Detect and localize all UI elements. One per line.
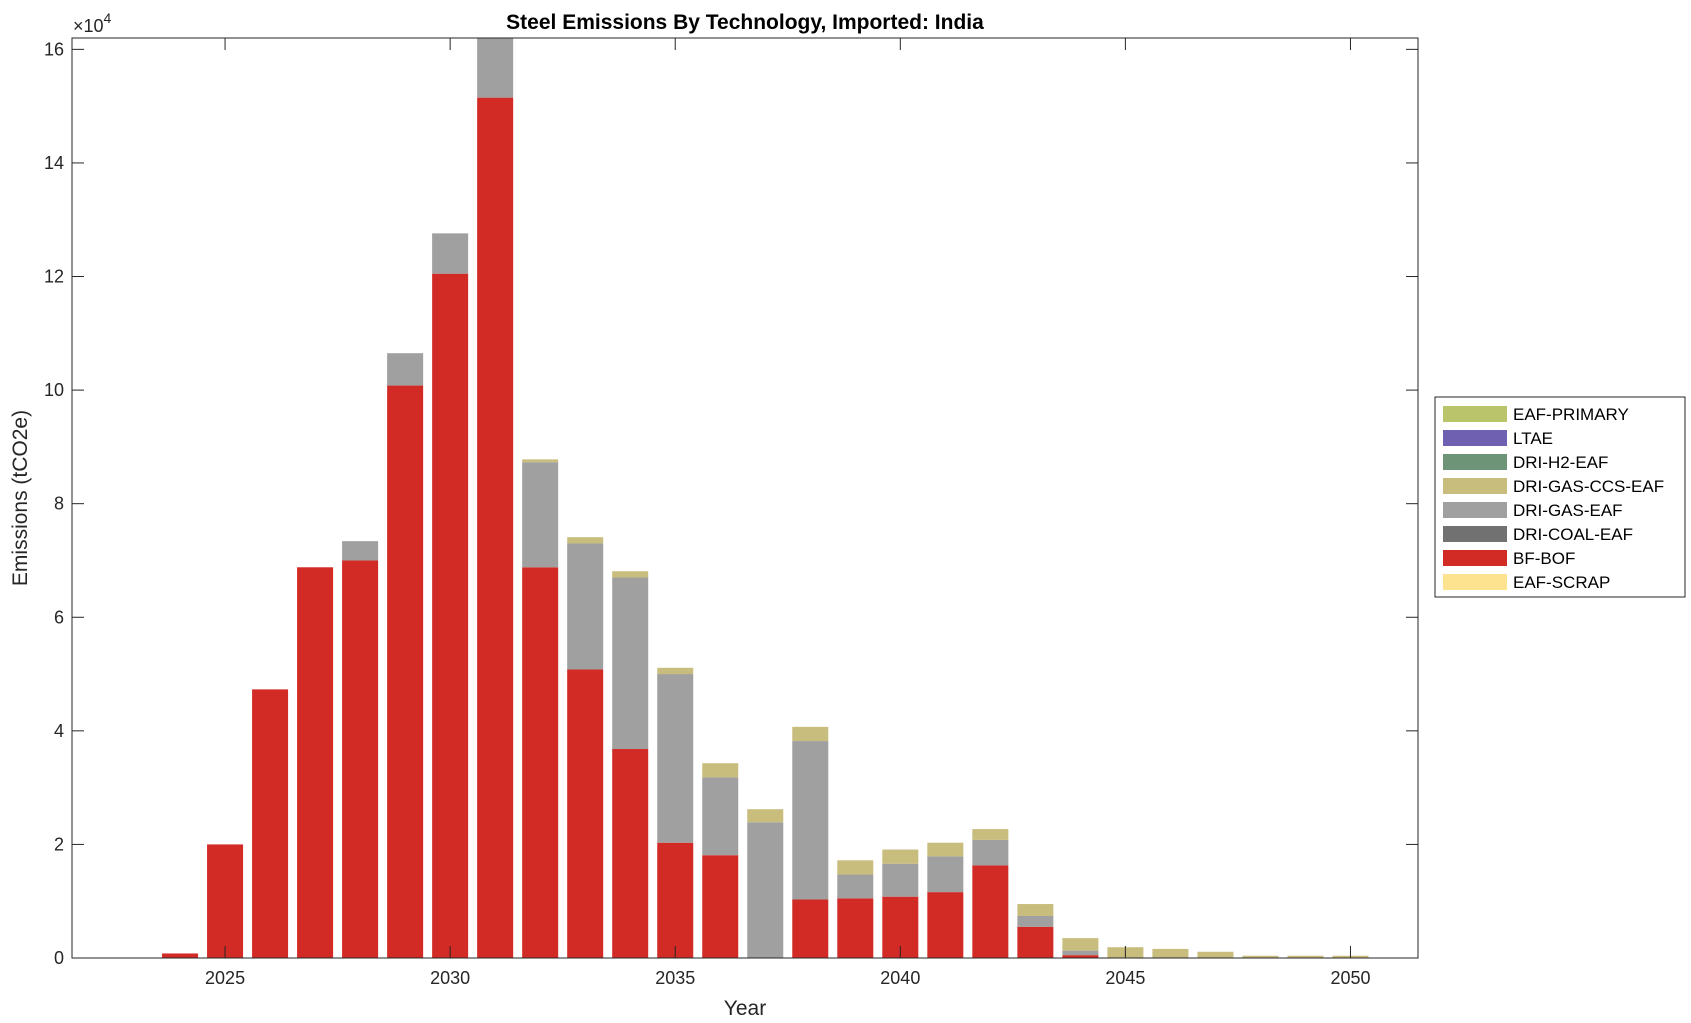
bar-dri-gas-eaf-2042	[972, 839, 1009, 866]
legend-label-eaf-scrap: EAF-SCRAP	[1513, 573, 1610, 592]
chart-title: Steel Emissions By Technology, Imported:…	[506, 11, 984, 34]
legend-swatch-dri-gas-eaf	[1443, 502, 1507, 518]
bar-bf-bof-2027	[297, 567, 334, 958]
x-axis: 2025 2030 2035 2040 2045 2050	[205, 38, 1370, 988]
bar-dri-gas-eaf-2033	[567, 543, 604, 670]
y-axis-label: Emissions (tCO2e)	[9, 410, 32, 586]
bar-bf-bof-2034	[612, 749, 649, 958]
bar-dri-gas-eaf-2034	[612, 577, 649, 750]
bar-bf-bof-2044	[1062, 955, 1099, 958]
y-tick-label-20000: 2	[54, 834, 64, 854]
bar-dri-gas-ccs-eaf-2038	[792, 726, 829, 742]
x-tick-label-2045: 2045	[1105, 968, 1145, 988]
x-tick-label-2035: 2035	[655, 968, 695, 988]
legend-swatch-dri-coal-eaf	[1443, 526, 1507, 542]
bar-bf-bof-2026	[252, 689, 289, 958]
bar-dri-gas-eaf-2040	[882, 863, 919, 897]
y-axis: 0 2 4 6 8 10 12 14 16	[44, 39, 1418, 968]
bars-layer	[162, 38, 1369, 958]
bar-bf-bof-2038	[792, 899, 829, 958]
legend: EAF-PRIMARY LTAE DRI-H2-EAF DRI-GAS-CCS-EAF…	[1434, 396, 1686, 598]
x-tick-label-2050: 2050	[1330, 968, 1370, 988]
bar-dri-gas-ccs-eaf-2039	[837, 860, 874, 875]
bar-bf-bof-2028	[342, 560, 379, 958]
bar-bf-bof-2035	[657, 842, 694, 958]
bar-dri-gas-eaf-2029	[387, 353, 424, 386]
plot-frame	[71, 37, 1419, 959]
bar-bf-bof-2042	[972, 865, 1009, 958]
bar-bf-bof-2029	[387, 385, 424, 958]
legend-swatch-ltae	[1443, 430, 1507, 446]
bar-dri-gas-ccs-eaf-2043	[1017, 904, 1054, 916]
bar-dri-gas-eaf-2036	[702, 777, 739, 856]
legend-label-dri-gas-ccs-eaf: DRI-GAS-CCS-EAF	[1513, 477, 1664, 496]
bar-bf-bof-2036	[702, 855, 739, 958]
legend-swatch-dri-h2-eaf	[1443, 454, 1507, 470]
bar-bf-bof-2043	[1017, 926, 1054, 958]
bar-dri-gas-ccs-eaf-2044	[1062, 938, 1099, 951]
exponent-power: 4	[104, 10, 112, 26]
bar-dri-gas-eaf-2028	[342, 541, 379, 561]
bar-bf-bof-2039	[837, 898, 874, 958]
bar-dri-gas-eaf-2035	[657, 674, 694, 843]
bar-bf-bof-2025	[207, 844, 244, 958]
legend-label-dri-gas-eaf: DRI-GAS-EAF	[1513, 501, 1623, 520]
bar-dri-gas-ccs-eaf-2049	[1287, 955, 1324, 958]
legend-label-dri-h2-eaf: DRI-H2-EAF	[1513, 453, 1608, 472]
y-tick-label-0: 0	[54, 948, 64, 968]
bar-dri-gas-ccs-eaf-2034	[612, 571, 649, 578]
bar-dri-gas-ccs-eaf-2037	[747, 809, 784, 823]
bar-dri-gas-ccs-eaf-2042	[972, 829, 1009, 840]
bar-dri-gas-ccs-eaf-2041	[927, 842, 964, 857]
bar-bf-bof-2030	[432, 273, 469, 958]
bar-dri-gas-eaf-2032	[522, 462, 559, 568]
bar-dri-gas-ccs-eaf-2047	[1197, 951, 1234, 958]
bar-dri-gas-ccs-eaf-2046	[1152, 948, 1189, 958]
y-tick-label-160000: 16	[44, 39, 64, 59]
legend-swatch-bf-bof	[1443, 550, 1507, 566]
legend-swatch-dri-gas-ccs-eaf	[1443, 478, 1507, 494]
x-tick-label-2030: 2030	[430, 968, 470, 988]
bar-dri-gas-eaf-2030	[432, 233, 469, 274]
y-tick-label-80000: 8	[54, 494, 64, 514]
bar-dri-gas-eaf-2038	[792, 741, 829, 900]
legend-label-bf-bof: BF-BOF	[1513, 549, 1575, 568]
bar-bf-bof-2033	[567, 669, 604, 958]
y-tick-label-60000: 6	[54, 607, 64, 627]
x-axis-label: Year	[724, 997, 766, 1020]
exponent-base: ×10	[73, 16, 104, 36]
y-tick-label-140000: 14	[44, 153, 64, 173]
x-tick-label-2025: 2025	[205, 968, 245, 988]
bar-dri-gas-ccs-eaf-2033	[567, 537, 604, 544]
legend-swatch-eaf-scrap	[1443, 574, 1507, 590]
bar-dri-gas-ccs-eaf-2035	[657, 667, 694, 675]
bar-dri-gas-eaf-2043	[1017, 915, 1054, 927]
legend-label-dri-coal-eaf: DRI-COAL-EAF	[1513, 525, 1633, 544]
bar-bf-bof-2031	[477, 97, 514, 958]
bar-bf-bof-2041	[927, 892, 964, 958]
bar-dri-gas-ccs-eaf-2032	[522, 459, 559, 463]
y-tick-label-100000: 10	[44, 380, 64, 400]
y-tick-label-40000: 4	[54, 721, 64, 741]
y-tick-label-120000: 12	[44, 267, 64, 287]
bar-dri-gas-eaf-2039	[837, 874, 874, 899]
legend-swatch-eaf-primary	[1443, 406, 1507, 422]
y-exponent-label: ×104	[73, 10, 112, 36]
x-tick-label-2040: 2040	[880, 968, 920, 988]
bar-dri-gas-ccs-eaf-2048	[1242, 955, 1279, 958]
bar-dri-gas-ccs-eaf-2036	[702, 763, 739, 778]
bar-bf-bof-2032	[522, 567, 559, 958]
legend-label-eaf-primary: EAF-PRIMARY	[1513, 405, 1629, 424]
bar-dri-gas-ccs-eaf-2040	[882, 849, 919, 864]
bar-dri-gas-eaf-2044	[1062, 950, 1099, 956]
bar-dri-gas-eaf-2037	[747, 822, 784, 958]
bar-dri-gas-eaf-2041	[927, 856, 964, 893]
bar-bf-bof-2024	[162, 953, 199, 958]
bar-dri-gas-eaf-2031	[477, 38, 514, 98]
legend-label-ltae: LTAE	[1513, 429, 1553, 448]
